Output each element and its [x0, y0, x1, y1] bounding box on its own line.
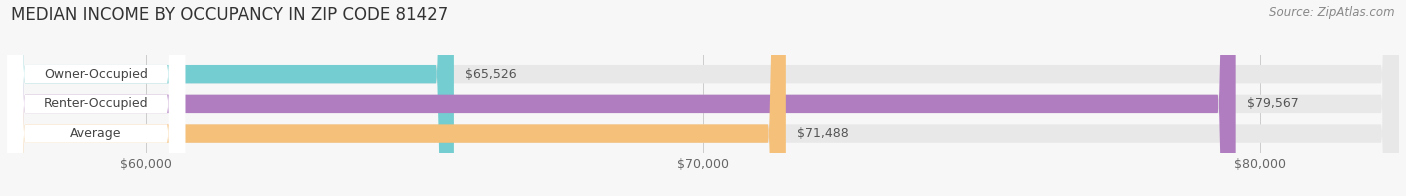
Text: $71,488: $71,488	[797, 127, 849, 140]
FancyBboxPatch shape	[7, 0, 454, 196]
FancyBboxPatch shape	[7, 0, 1399, 196]
FancyBboxPatch shape	[7, 0, 1399, 196]
FancyBboxPatch shape	[7, 0, 186, 196]
Text: Average: Average	[70, 127, 122, 140]
Text: Owner-Occupied: Owner-Occupied	[44, 68, 148, 81]
FancyBboxPatch shape	[7, 0, 1236, 196]
FancyBboxPatch shape	[7, 0, 186, 196]
Text: Source: ZipAtlas.com: Source: ZipAtlas.com	[1270, 6, 1395, 19]
Text: $79,567: $79,567	[1247, 97, 1299, 110]
Text: MEDIAN INCOME BY OCCUPANCY IN ZIP CODE 81427: MEDIAN INCOME BY OCCUPANCY IN ZIP CODE 8…	[11, 6, 449, 24]
FancyBboxPatch shape	[7, 0, 1399, 196]
FancyBboxPatch shape	[7, 0, 186, 196]
Text: Renter-Occupied: Renter-Occupied	[44, 97, 149, 110]
Text: $65,526: $65,526	[465, 68, 516, 81]
FancyBboxPatch shape	[7, 0, 786, 196]
